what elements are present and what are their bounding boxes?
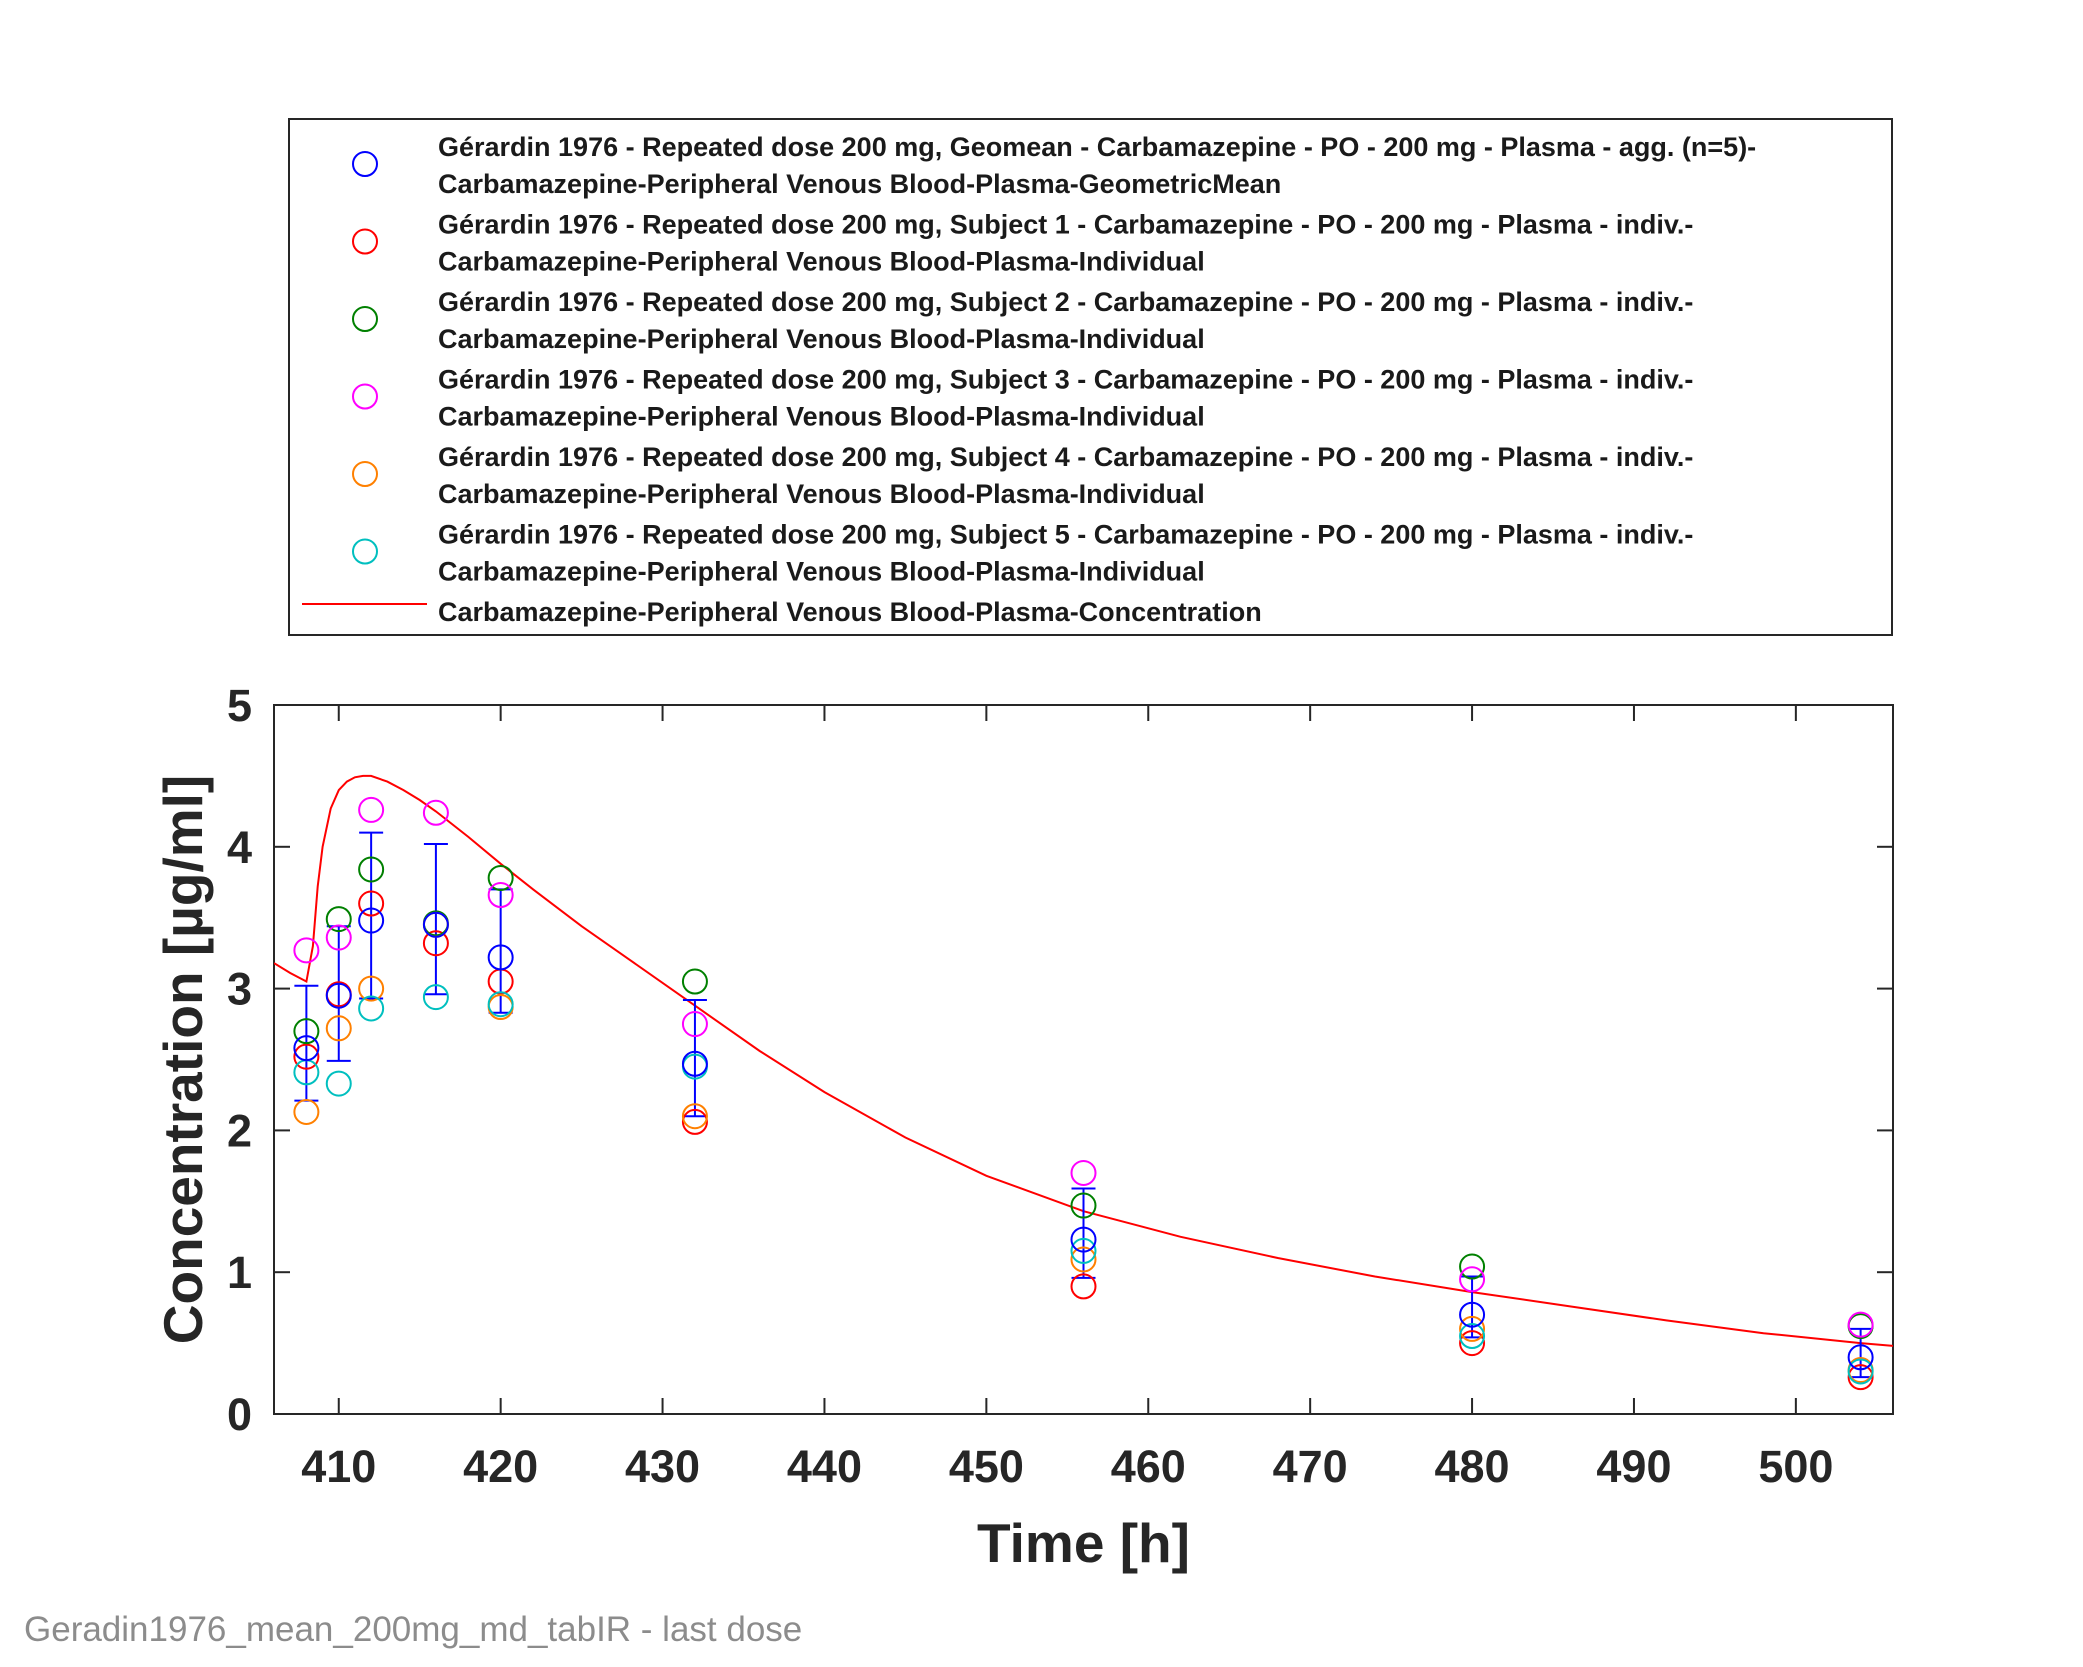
data-point bbox=[422, 930, 449, 957]
data-point bbox=[358, 890, 385, 917]
legend-marker bbox=[352, 383, 378, 410]
data-point bbox=[358, 907, 385, 934]
x-tick-label: 440 bbox=[787, 1441, 862, 1492]
data-point bbox=[325, 982, 352, 1009]
data-point bbox=[293, 1018, 320, 1045]
x-tick-label: 470 bbox=[1273, 1441, 1348, 1492]
axis-labels: Time [h] Concentration [µg/ml] bbox=[152, 775, 1190, 1574]
legend-entry-text: Gérardin 1976 - Repeated dose 200 mg, Su… bbox=[438, 365, 1693, 395]
y-tick-label: 3 bbox=[227, 964, 252, 1015]
data-point bbox=[1847, 1364, 1874, 1391]
x-tick-label: 490 bbox=[1596, 1441, 1671, 1492]
x-axis-label: Time [h] bbox=[977, 1512, 1190, 1574]
data-point bbox=[1070, 1273, 1097, 1300]
x-tick-label: 500 bbox=[1758, 1441, 1833, 1492]
axes-frame bbox=[273, 704, 1894, 1415]
legend: Gérardin 1976 - Repeated dose 200 mg, Ge… bbox=[288, 118, 1893, 636]
data-point bbox=[1459, 1323, 1486, 1350]
data-point bbox=[325, 906, 352, 933]
data-point bbox=[1847, 1344, 1874, 1371]
data-point bbox=[1070, 1192, 1097, 1219]
simulation-line bbox=[274, 774, 1893, 1347]
data-point bbox=[487, 864, 514, 891]
data-point bbox=[293, 1043, 320, 1070]
legend-entry-text: Gérardin 1976 - Repeated dose 200 mg, Su… bbox=[438, 442, 1693, 472]
data-point bbox=[422, 799, 449, 826]
data-point bbox=[358, 856, 385, 883]
data-point bbox=[487, 944, 514, 971]
data-point bbox=[293, 1098, 320, 1125]
legend-entry-text: Carbamazepine-Peripheral Venous Blood-Pl… bbox=[438, 247, 1205, 277]
data-point bbox=[681, 1103, 708, 1130]
y-tick-label: 2 bbox=[227, 1105, 252, 1156]
data-point bbox=[1070, 1237, 1097, 1264]
data-point bbox=[1070, 1159, 1097, 1186]
data-point bbox=[325, 1070, 352, 1097]
legend-marker bbox=[352, 461, 378, 487]
x-tick-label: 460 bbox=[1111, 1441, 1186, 1492]
data-point bbox=[1459, 1315, 1486, 1342]
legend-marker bbox=[352, 228, 378, 255]
x-tick-label: 430 bbox=[625, 1441, 700, 1492]
data-point bbox=[1459, 1266, 1486, 1293]
y-tick-label: 1 bbox=[227, 1247, 252, 1298]
legend-entry-text: Gérardin 1976 - Repeated dose 200 mg, Su… bbox=[438, 287, 1693, 317]
data-point bbox=[681, 1050, 708, 1077]
data-point bbox=[681, 1108, 708, 1135]
data-point bbox=[293, 1035, 320, 1062]
data-point bbox=[358, 995, 385, 1022]
data-point bbox=[1459, 1253, 1486, 1280]
data-point bbox=[487, 991, 514, 1018]
legend-marker bbox=[352, 306, 378, 332]
plot-area bbox=[274, 774, 1893, 1391]
legend-entry-text: Carbamazepine-Peripheral Venous Blood-Pl… bbox=[438, 402, 1205, 432]
data-point bbox=[358, 796, 385, 823]
x-tick-label: 420 bbox=[463, 1441, 538, 1492]
data-point bbox=[1459, 1330, 1486, 1357]
legend-entry-text: Carbamazepine-Peripheral Venous Blood-Pl… bbox=[438, 597, 1262, 627]
legend-entry-text: Carbamazepine-Peripheral Venous Blood-Pl… bbox=[438, 169, 1281, 199]
legend-entry-text: Carbamazepine-Peripheral Venous Blood-Pl… bbox=[438, 324, 1205, 354]
data-point bbox=[422, 984, 449, 1011]
data-point bbox=[422, 911, 449, 938]
legend-marker bbox=[352, 538, 378, 565]
legend-entry-text: Gérardin 1976 - Repeated dose 200 mg, Su… bbox=[438, 520, 1693, 550]
legend-entry-text: Carbamazepine-Peripheral Venous Blood-Pl… bbox=[438, 479, 1205, 509]
y-tick-label: 4 bbox=[227, 822, 252, 873]
data-point bbox=[681, 1011, 708, 1038]
legend-entry-text: Gérardin 1976 - Repeated dose 200 mg, Ge… bbox=[438, 132, 1756, 162]
data-point bbox=[487, 882, 514, 909]
data-point bbox=[325, 1015, 352, 1042]
data-point bbox=[1070, 1246, 1097, 1273]
x-tick-label: 410 bbox=[301, 1441, 376, 1492]
data-point bbox=[293, 937, 320, 964]
data-point bbox=[1847, 1358, 1874, 1385]
axis-ticks: 410 420 430 440 450 460 470 480 490 500 0 1 2 3 4 5 bbox=[227, 680, 1893, 1492]
legend-entry-text: Carbamazepine-Peripheral Venous Blood-Pl… bbox=[438, 557, 1205, 587]
data-point bbox=[325, 924, 352, 951]
y-tick-label: 0 bbox=[227, 1389, 252, 1440]
data-point bbox=[1070, 1226, 1097, 1253]
legend-box bbox=[288, 118, 1893, 636]
plot-content bbox=[274, 774, 1893, 1391]
x-tick-label: 480 bbox=[1435, 1441, 1510, 1492]
data-point bbox=[358, 975, 385, 1002]
data-point bbox=[681, 968, 708, 995]
legend-marker bbox=[352, 151, 378, 177]
legend-entry-text: Gérardin 1976 - Repeated dose 200 mg, Su… bbox=[438, 210, 1693, 240]
data-point bbox=[1459, 1301, 1486, 1328]
y-tick-label: 5 bbox=[227, 680, 252, 731]
y-axis-label: Concentration [µg/ml] bbox=[152, 775, 214, 1344]
data-point bbox=[1847, 1311, 1874, 1338]
x-tick-label: 450 bbox=[949, 1441, 1024, 1492]
axes-box bbox=[273, 704, 1894, 1415]
figure-caption: Geradin1976_mean_200mg_md_tabIR - last d… bbox=[24, 1610, 803, 1649]
